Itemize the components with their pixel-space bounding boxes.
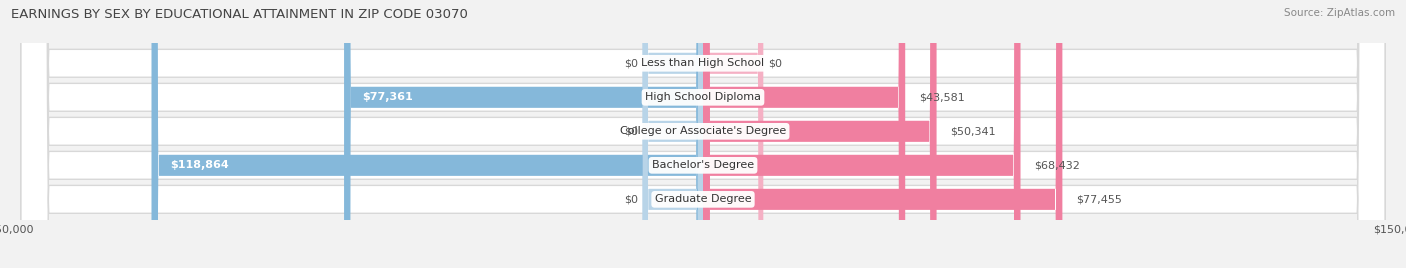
FancyBboxPatch shape [21,0,1385,268]
FancyBboxPatch shape [643,0,703,268]
FancyBboxPatch shape [21,0,1385,268]
FancyBboxPatch shape [21,0,1385,268]
Text: $77,455: $77,455 [1077,194,1122,204]
Text: $0: $0 [624,126,638,136]
Text: EARNINGS BY SEX BY EDUCATIONAL ATTAINMENT IN ZIP CODE 03070: EARNINGS BY SEX BY EDUCATIONAL ATTAINMEN… [11,8,468,21]
Text: Graduate Degree: Graduate Degree [655,194,751,204]
FancyBboxPatch shape [21,0,1385,268]
Text: College or Associate's Degree: College or Associate's Degree [620,126,786,136]
Text: $0: $0 [768,58,782,68]
Text: $50,341: $50,341 [950,126,995,136]
FancyBboxPatch shape [703,0,1021,268]
FancyBboxPatch shape [643,0,703,268]
FancyBboxPatch shape [703,0,936,268]
Text: $118,864: $118,864 [170,160,229,170]
Text: $0: $0 [624,194,638,204]
Text: $68,432: $68,432 [1035,160,1080,170]
FancyBboxPatch shape [152,0,703,268]
Text: Bachelor's Degree: Bachelor's Degree [652,160,754,170]
FancyBboxPatch shape [643,0,703,268]
FancyBboxPatch shape [21,0,1385,268]
Text: High School Diploma: High School Diploma [645,92,761,102]
FancyBboxPatch shape [703,0,1063,268]
FancyBboxPatch shape [703,0,763,268]
Text: $77,361: $77,361 [363,92,413,102]
Text: Source: ZipAtlas.com: Source: ZipAtlas.com [1284,8,1395,18]
Text: $43,581: $43,581 [920,92,965,102]
Text: Less than High School: Less than High School [641,58,765,68]
FancyBboxPatch shape [703,0,905,268]
Text: $0: $0 [624,58,638,68]
FancyBboxPatch shape [344,0,703,268]
